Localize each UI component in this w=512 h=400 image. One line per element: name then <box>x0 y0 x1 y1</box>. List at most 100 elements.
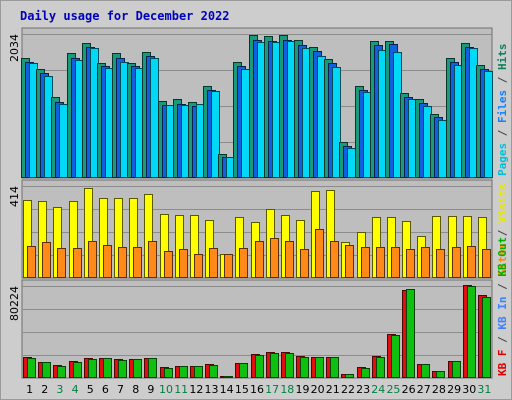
x-tick-label: 21 <box>326 383 340 396</box>
chart-title: Daily usage for December 2022 <box>20 9 230 23</box>
bar-sites <box>376 247 385 278</box>
panel-legend: Pages / Files / Hits <box>496 44 509 177</box>
bar-sites <box>148 241 157 278</box>
bar-sites <box>330 241 339 278</box>
bar-sites <box>391 247 400 278</box>
bar-kb-out <box>391 335 400 378</box>
panel-legend: Sites / Visits <box>496 183 509 276</box>
x-tick-label: 26 <box>402 383 416 396</box>
bar-pages <box>241 69 250 178</box>
bar-sites <box>436 249 445 278</box>
x-tick-label: 22 <box>341 383 355 396</box>
bar-sites <box>133 247 142 278</box>
bar-sites <box>118 247 127 278</box>
x-tick-label: 24 <box>371 383 385 396</box>
bar-pages <box>438 120 447 178</box>
bar-kb-out <box>224 376 233 378</box>
legend-entry: / <box>496 70 509 90</box>
bar-sites <box>224 254 233 278</box>
x-tick-label: 23 <box>356 383 370 396</box>
legend-entry: KB Out <box>496 237 509 277</box>
bar-sites <box>300 249 309 278</box>
bar-pages <box>59 104 68 178</box>
x-tick-label: 15 <box>235 383 249 396</box>
bar-kb-out <box>194 366 203 378</box>
bar-sites <box>345 245 354 278</box>
bar-sites <box>103 245 112 278</box>
bar-kb-out <box>164 368 173 378</box>
x-tick-label: 9 <box>147 383 154 396</box>
bar-kb-out <box>330 357 339 378</box>
x-tick-label: 18 <box>280 383 294 396</box>
bar-pages <box>332 67 341 178</box>
x-tick-label: 27 <box>417 383 431 396</box>
x-tick-label: 31 <box>477 383 491 396</box>
bar-sites <box>239 248 248 278</box>
bar-sites <box>361 247 370 278</box>
bar-sites <box>255 241 264 278</box>
x-tick-label: 5 <box>87 383 94 396</box>
legend-entry: Pages <box>496 143 509 176</box>
x-tick-label: 12 <box>189 383 203 396</box>
x-tick-label: 16 <box>250 383 264 396</box>
bar-sites <box>209 248 218 278</box>
legend-entry: Hits <box>496 44 509 71</box>
bar-kb-out <box>406 289 415 378</box>
bar-kb-out <box>361 368 370 378</box>
x-tick-label: 20 <box>311 383 325 396</box>
bar-sites <box>452 247 461 278</box>
x-tick-label: 1 <box>26 383 33 396</box>
bar-sites <box>467 246 476 278</box>
bar-sites <box>285 241 294 278</box>
x-tick-label: 2 <box>41 383 48 396</box>
bar-kb-out <box>436 371 445 378</box>
legend-entry: / <box>496 223 509 243</box>
bar-kb-out <box>421 364 430 378</box>
bar-kb-out <box>270 353 279 378</box>
x-tick-label: 14 <box>220 383 234 396</box>
bar-kb-out <box>467 286 476 378</box>
bar-kb-out <box>57 366 66 378</box>
bar-sites <box>270 238 279 278</box>
bar-sites <box>27 246 36 278</box>
bar-kb-out <box>88 359 97 378</box>
x-tick-label: 28 <box>432 383 446 396</box>
bar-kb-out <box>179 366 188 378</box>
bar-pages <box>150 58 159 178</box>
x-tick-label: 11 <box>174 383 188 396</box>
bar-kb-out <box>133 359 142 378</box>
x-tick-label: 6 <box>102 383 109 396</box>
bar-kb-out <box>315 357 324 378</box>
bar-sites <box>421 247 430 278</box>
bar-kb-out <box>482 297 491 378</box>
x-tick-label: 30 <box>462 383 476 396</box>
bar-kb-out <box>345 374 354 378</box>
x-tick-label: 29 <box>447 383 461 396</box>
x-tick-label: 8 <box>132 383 139 396</box>
x-tick-label: 4 <box>72 383 79 396</box>
panel-sites-visits: 414 Sites / Visits <box>8 179 509 279</box>
panel-legend: KB F / KB In / KB Out <box>496 237 509 376</box>
bar-sites <box>164 251 173 278</box>
bar-sites <box>406 249 415 278</box>
x-tick-label: 17 <box>265 383 279 396</box>
bar-kb-out <box>209 365 218 378</box>
bar-kb-out <box>300 357 309 378</box>
x-tick-label: 19 <box>295 383 309 396</box>
panel-kb: 80224 KB F / KB In / KB Out <box>8 237 509 379</box>
bar-kb-out <box>285 353 294 378</box>
bar-sites <box>179 249 188 278</box>
legend-entry: / <box>496 277 509 297</box>
y-max-label: 414 <box>8 186 21 207</box>
bar-sites <box>57 248 66 278</box>
bar-kb-out <box>255 355 264 378</box>
bar-kb-out <box>103 358 112 378</box>
bar-pages <box>347 148 356 178</box>
legend-entry: / <box>496 123 509 143</box>
x-tick-label: 13 <box>205 383 219 396</box>
legend-entry: Sites <box>496 243 509 276</box>
bar-sites <box>315 229 324 278</box>
panel-pages-files-hits: 2034 Pages / Files / Hits <box>8 27 509 179</box>
x-tick-label: 7 <box>117 383 124 396</box>
